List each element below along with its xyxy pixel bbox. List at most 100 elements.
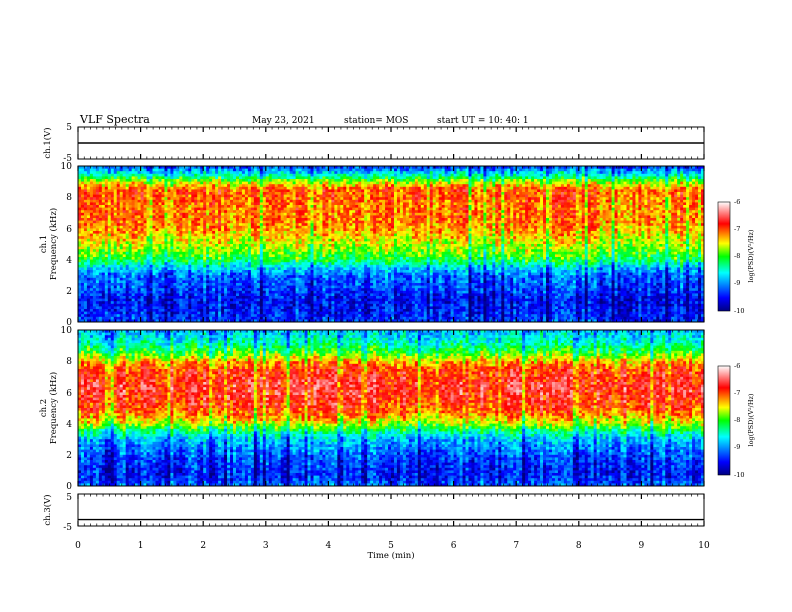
spectrogram-cell bbox=[81, 314, 84, 317]
spectrogram-cell bbox=[176, 169, 179, 172]
spectrogram-cell bbox=[117, 278, 120, 281]
spectrogram-cell bbox=[123, 200, 126, 203]
spectrogram-cell bbox=[135, 169, 138, 172]
spectrogram-cell bbox=[78, 184, 81, 187]
spectrogram-cell bbox=[221, 179, 224, 182]
spectrogram-cell bbox=[114, 197, 117, 200]
spectrogram-cell bbox=[239, 244, 242, 247]
spectrogram-cell bbox=[120, 184, 123, 187]
spectrogram-cell bbox=[197, 184, 200, 187]
spectrogram-cell bbox=[87, 252, 90, 255]
spectrogram-cell bbox=[185, 296, 188, 299]
spectrogram-cell bbox=[248, 234, 251, 237]
spectrogram-cell bbox=[206, 257, 209, 260]
spectrogram-cell bbox=[126, 286, 129, 289]
spectrogram-cell bbox=[161, 317, 164, 320]
spectrogram-cell bbox=[173, 252, 176, 255]
spectrogram-cell bbox=[233, 231, 236, 234]
spectrogram-cell bbox=[233, 306, 236, 309]
spectrogram-cell bbox=[147, 192, 150, 195]
spectrogram-cell bbox=[153, 182, 156, 185]
spectrogram-cell bbox=[138, 301, 141, 304]
spectrogram-cell bbox=[99, 317, 102, 320]
spectrogram-cell bbox=[102, 184, 105, 187]
spectrogram-cell bbox=[167, 239, 170, 242]
spectrogram-cell bbox=[245, 244, 248, 247]
spectrogram-cell bbox=[221, 215, 224, 218]
spectrogram-cell bbox=[161, 288, 164, 291]
spectrogram-cell bbox=[167, 312, 170, 315]
spectrogram-cell bbox=[96, 236, 99, 239]
spectrogram-cell bbox=[215, 260, 218, 263]
spectrogram-cell bbox=[209, 312, 212, 315]
spectrogram-cell bbox=[117, 195, 120, 198]
spectrogram-cell bbox=[129, 171, 132, 174]
spectrogram-cell bbox=[188, 314, 191, 317]
spectrogram-cell bbox=[120, 293, 123, 296]
spectrogram-cell bbox=[167, 195, 170, 198]
spectrogram-cell bbox=[78, 280, 81, 283]
spectrogram-cell bbox=[153, 205, 156, 208]
spectrogram-cell bbox=[96, 254, 99, 257]
spectrogram-cell bbox=[123, 215, 126, 218]
spectrogram-cell bbox=[185, 179, 188, 182]
spectrogram-cell bbox=[114, 200, 117, 203]
spectrogram-cell bbox=[239, 213, 242, 216]
spectrogram-cell bbox=[221, 205, 224, 208]
spectrogram-cell bbox=[170, 260, 173, 263]
spectrogram-cell bbox=[129, 275, 132, 278]
spectrogram-cell bbox=[200, 228, 203, 231]
spectrogram-cell bbox=[248, 189, 251, 192]
spectrogram-cell bbox=[203, 249, 206, 252]
spectrogram-cell bbox=[117, 286, 120, 289]
spectrogram-cell bbox=[200, 174, 203, 177]
spectrogram-cell bbox=[90, 296, 93, 299]
spectrogram-cell bbox=[96, 192, 99, 195]
spectrogram-cell bbox=[248, 244, 251, 247]
spectrogram-cell bbox=[215, 184, 218, 187]
spectrogram-cell bbox=[248, 182, 251, 185]
spectrogram-cell bbox=[206, 306, 209, 309]
spectrogram-cell bbox=[242, 228, 245, 231]
spectrogram-cell bbox=[93, 174, 96, 177]
spectrogram-cell bbox=[105, 288, 108, 291]
spectrogram-cell bbox=[96, 306, 99, 309]
spectrogram-cell bbox=[242, 254, 245, 257]
spectrogram-cell bbox=[141, 286, 144, 289]
spectrogram-cell bbox=[81, 221, 84, 224]
spectrogram-cell bbox=[224, 273, 227, 276]
spectrogram-cell bbox=[161, 171, 164, 174]
spectrogram-cell bbox=[87, 299, 90, 302]
spectrogram-cell bbox=[245, 205, 248, 208]
spectrogram-cell bbox=[245, 301, 248, 304]
spectrogram-cell bbox=[224, 280, 227, 283]
spectrogram-cell bbox=[248, 179, 251, 182]
spectrogram-cell bbox=[126, 176, 129, 179]
spectrogram-cell bbox=[197, 270, 200, 273]
spectrogram-cell bbox=[221, 192, 224, 195]
spectrogram-cell bbox=[176, 309, 179, 312]
spectrogram-cell bbox=[245, 171, 248, 174]
spectrogram-cell bbox=[209, 306, 212, 309]
spectrogram-cell bbox=[158, 288, 161, 291]
spectrogram-cell bbox=[120, 241, 123, 244]
spectrogram-cell bbox=[206, 171, 209, 174]
spectrogram-cell bbox=[129, 314, 132, 317]
spectrogram-cell bbox=[126, 192, 129, 195]
spectrogram-cell bbox=[150, 192, 153, 195]
spectrogram-cell bbox=[126, 288, 129, 291]
spectrogram-cell bbox=[99, 236, 102, 239]
spectrogram-cell bbox=[170, 228, 173, 231]
spectrogram-cell bbox=[230, 241, 233, 244]
spectrogram-cell bbox=[188, 275, 191, 278]
start-time-label: start UT = 10: 40: 1 bbox=[437, 116, 529, 126]
spectrogram-cell bbox=[185, 306, 188, 309]
spectrogram-cell bbox=[182, 283, 185, 286]
spectrogram-cell bbox=[200, 291, 203, 294]
spectrogram-cell bbox=[185, 221, 188, 224]
spectrogram-cell bbox=[138, 257, 141, 260]
spectrogram-cell bbox=[96, 223, 99, 226]
spectrogram-cell bbox=[227, 286, 230, 289]
spectrogram-cell bbox=[221, 288, 224, 291]
spectrogram-cell bbox=[158, 200, 161, 203]
